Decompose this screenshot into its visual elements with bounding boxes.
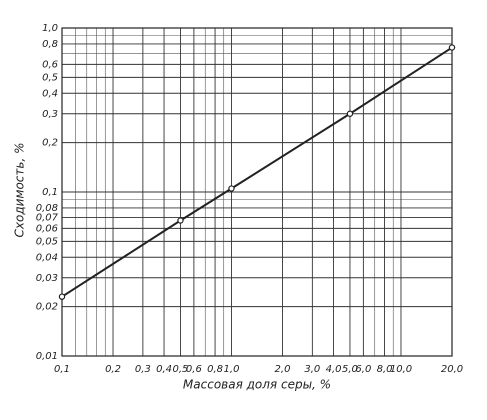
y-tick-label: 0,02 [36,302,58,313]
point [228,185,235,192]
x-tick-label: 3,0 [304,364,320,375]
y-tick-label: 0,05 [36,236,58,247]
x-tick-label: 10,0 [390,364,412,375]
y-tick-label: 0,2 [42,138,58,149]
y-tick-label: 0,4 [42,88,58,99]
point [448,44,456,51]
point [58,293,66,300]
x-tick-label: 0,8 [207,364,223,375]
x-tick-label: 1,0 [224,364,240,375]
y-tick-label: 0,3 [42,109,58,120]
y-tick-label: 0,04 [36,252,58,263]
y-tick-label: 0,1 [42,187,58,198]
y-tick-label: 0,6 [42,59,58,70]
plot-frame [61,27,453,357]
x-tick-label: 5,0 [342,364,358,375]
y-tick-label: 1,0 [42,23,58,34]
x-tick-label: 4,0 [326,364,342,375]
x-tick-label: 0,1 [54,364,70,375]
x-tick-label: 0,2 [105,364,121,375]
y-tick-label: 0,01 [36,351,58,362]
x-tick-label: 0,4 [156,364,172,375]
x-tick-label: 20,0 [441,364,463,375]
x-tick-label: 2,0 [275,364,291,375]
x-axis-label: Массовая доля серы, % [183,378,331,392]
y-tick-label: 0,08 [36,203,58,214]
x-tick-label: 6,0 [355,364,371,375]
x-tick-label: 0,3 [135,364,151,375]
y-axis-label: Сходимость, % [13,142,27,237]
x-tick-label: 8,0 [377,364,393,375]
point [177,217,184,224]
x-tick-label: 0,6 [186,364,202,375]
y-tick-label: 0,03 [36,273,58,284]
y-tick-label: 0,06 [36,223,58,234]
x-tick-label: 0,5 [173,364,189,375]
y-tick-label: 0,8 [42,39,58,50]
y-tick-label: 0,5 [42,72,58,83]
y-tick-label: 0,07 [36,212,59,223]
point [346,110,354,117]
